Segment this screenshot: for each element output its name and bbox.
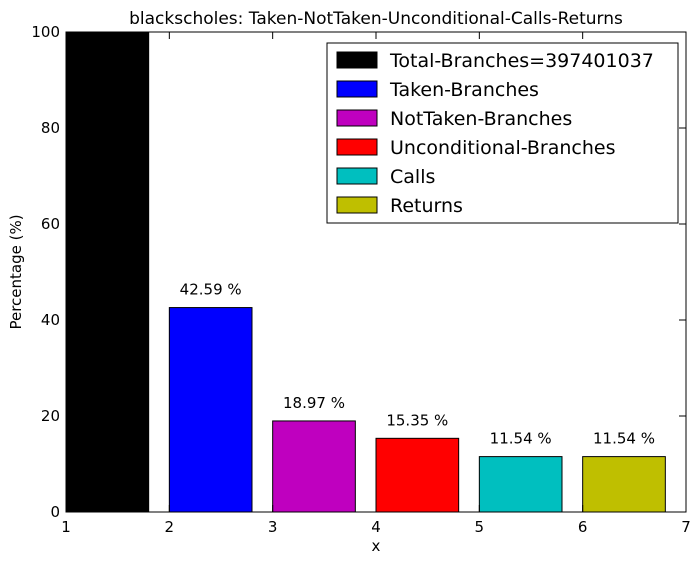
y-tick-label: 80: [41, 119, 60, 137]
bars: [65, 31, 666, 513]
bar-value-label-4: 15.35 %: [386, 411, 448, 429]
y-tick-label: 60: [41, 215, 60, 233]
x-tick-label: 1: [61, 518, 71, 536]
legend-label-3: NotTaken-Branches: [390, 108, 572, 130]
bar-6: [582, 456, 666, 513]
legend-label-5: Calls: [390, 166, 435, 188]
legend-box: [326, 42, 679, 224]
bar-2: [168, 307, 253, 513]
bar-value-label-5: 11.54 %: [490, 430, 552, 448]
legend-swatch-4: [336, 138, 378, 156]
chart-title: blackscholes: Taken-NotTaken-Uncondition…: [129, 9, 623, 29]
x-axis-label: x: [372, 537, 381, 555]
legend-swatch-5: [336, 167, 378, 185]
y-tick-label: 20: [41, 407, 60, 425]
legend-label-6: Returns: [390, 195, 463, 217]
x-tick-label: 3: [268, 518, 278, 536]
legend-swatch-6: [336, 196, 378, 214]
legend-label-2: Taken-Branches: [389, 79, 539, 101]
bar-value-label-3: 18.97 %: [283, 394, 345, 412]
y-tick-label: 40: [41, 311, 60, 329]
bar-value-label-6: 11.54 %: [593, 430, 655, 448]
bar-4: [375, 437, 460, 513]
bar-3: [272, 420, 356, 513]
x-tick-label: 6: [578, 518, 588, 536]
legend-label-4: Unconditional-Branches: [390, 137, 616, 159]
x-tick-label: 7: [681, 518, 691, 536]
x-tick-label: 2: [165, 518, 175, 536]
x-tick-label: 5: [475, 518, 485, 536]
legend: Total-Branches=397401037 Taken-Branches No…: [326, 42, 679, 224]
legend-label-1: Total-Branches=397401037: [389, 50, 654, 72]
x-tick-label: 4: [371, 518, 381, 536]
y-tick-label: 100: [31, 23, 60, 41]
axis-ticks: 1 2 3 4 5 6 7 0 20 40 60 80 100: [31, 23, 690, 536]
y-tick-label: 0: [50, 503, 60, 521]
bar-1: [65, 31, 150, 513]
legend-swatch-2: [336, 80, 378, 98]
y-axis-label: Percentage (%): [7, 214, 25, 329]
bar-value-label-2: 42.59 %: [180, 281, 242, 299]
legend-swatch-3: [336, 109, 378, 127]
bar-5: [478, 456, 563, 513]
legend-swatch-1: [336, 51, 378, 69]
bar-value-labels: 42.59 % 18.97 % 15.35 % 11.54 % 11.54 %: [180, 281, 655, 448]
